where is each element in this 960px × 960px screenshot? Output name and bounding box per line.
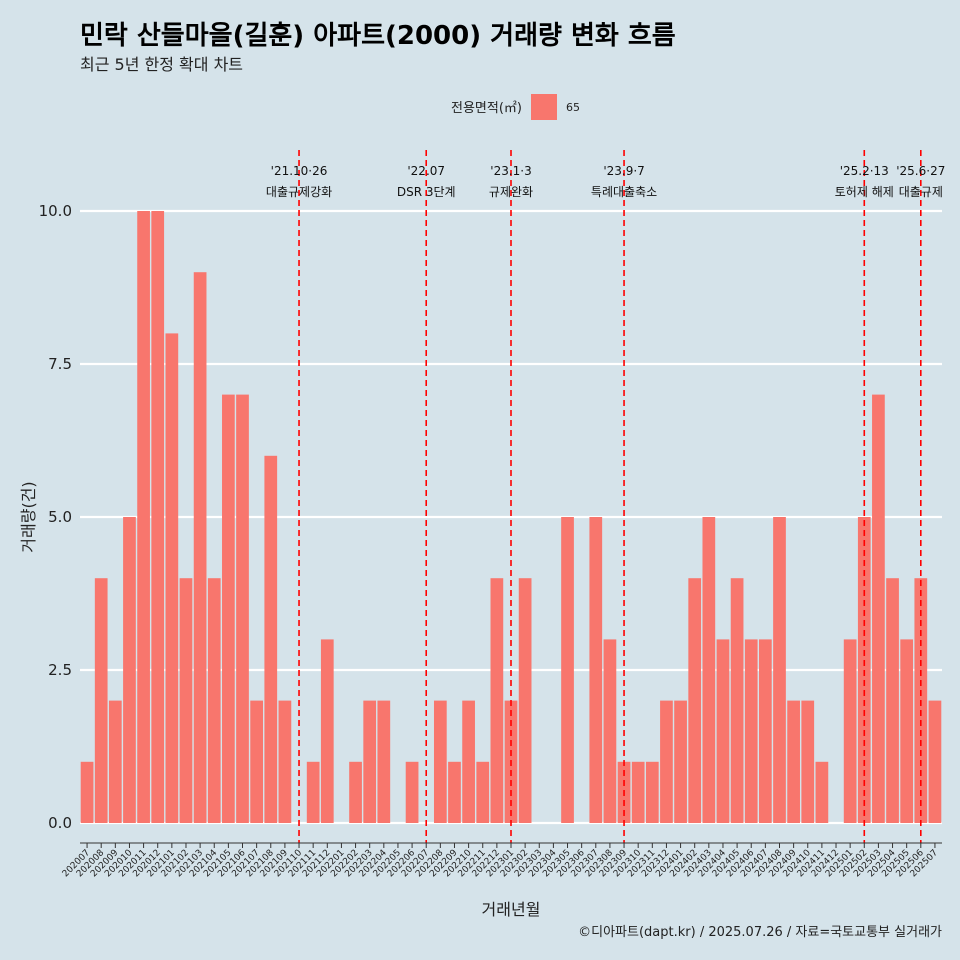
bar-202411 — [815, 761, 829, 823]
bar-202212 — [490, 578, 504, 823]
bar-202505 — [900, 639, 914, 823]
event-date: '23.1·3 — [490, 164, 531, 178]
bar-202408 — [773, 517, 786, 823]
bar-202308 — [603, 639, 617, 823]
bar-202405 — [730, 578, 744, 823]
bar-202210 — [462, 700, 475, 823]
bar-202101 — [165, 333, 179, 823]
bar-202108 — [264, 455, 278, 823]
bar-202109 — [278, 700, 292, 823]
bar-202104 — [207, 578, 221, 823]
y-tick-label: 10.0 — [39, 202, 72, 220]
bar-202202 — [349, 761, 362, 823]
bar-202209 — [448, 761, 461, 823]
chart-subtitle: 최근 5년 한정 확대 차트 — [80, 55, 243, 74]
bar-202409 — [787, 700, 800, 823]
y-tick-label: 5.0 — [48, 508, 72, 526]
bar-202302 — [518, 578, 532, 823]
bar-202106 — [236, 394, 249, 823]
legend-key — [531, 94, 557, 120]
bar-202407 — [759, 639, 772, 823]
bar-202503 — [872, 394, 885, 823]
bar-202111 — [306, 761, 320, 823]
event-label: 대출규제 — [899, 185, 943, 199]
bar-202011 — [137, 211, 150, 823]
bar-202012 — [151, 211, 165, 823]
bar-202009 — [108, 700, 122, 823]
legend: 전용면적(㎡) 65 — [451, 94, 580, 120]
x-axis-title: 거래년월 — [482, 900, 541, 919]
chart-title: 민락 산들마을(길훈) 아파트(2000) 거래량 변화 흐름 — [80, 21, 676, 51]
event-label: DSR 3단계 — [397, 185, 456, 199]
bar-202504 — [886, 578, 899, 823]
y-axis: 0.0 2.5 5.0 7.5 10.0 — [39, 202, 72, 832]
bar-202507 — [928, 700, 942, 823]
bar-202008 — [94, 578, 108, 823]
bar-202105 — [222, 394, 235, 823]
bar-202102 — [179, 578, 193, 823]
y-axis-title: 거래량(건) — [19, 481, 38, 552]
event-label: 규제완화 — [489, 185, 533, 199]
bar-202307 — [589, 517, 603, 823]
y-tick-label: 7.5 — [48, 355, 72, 373]
legend-title: 전용면적(㎡) — [451, 101, 522, 116]
bar-202010 — [123, 517, 136, 823]
event-date: '22.07 — [407, 164, 445, 178]
bar-202406 — [744, 639, 758, 823]
event-label: 토허제 해제 — [835, 185, 894, 199]
y-tick-label: 0.0 — [48, 814, 72, 832]
bar-202305 — [561, 517, 574, 823]
bar-202311 — [645, 761, 659, 823]
bar-202401 — [674, 700, 687, 823]
bar-202107 — [250, 700, 263, 823]
bar-202403 — [702, 517, 716, 823]
bar-202007 — [80, 761, 94, 823]
bar-202203 — [363, 700, 377, 823]
bar-202310 — [631, 761, 645, 823]
event-date: '23.9·7 — [603, 164, 644, 178]
y-tick-label: 2.5 — [48, 661, 72, 679]
bar-202410 — [801, 700, 815, 823]
bar-202103 — [193, 272, 207, 823]
bar-202402 — [688, 578, 702, 823]
legend-label: 65 — [566, 101, 580, 114]
bar-202404 — [716, 639, 730, 823]
x-axis: 2020072020082020092020102020112020122021… — [61, 842, 942, 879]
bar-202501 — [843, 639, 857, 823]
event-date: '25.2·13 — [840, 164, 889, 178]
bar-202204 — [377, 700, 391, 823]
bar-202211 — [476, 761, 490, 823]
caption: ©디아파트(dapt.kr) / 2025.07.26 / 자료=국토교통부 실… — [578, 925, 942, 940]
bar-202312 — [660, 700, 673, 823]
event-label: 특례대출축소 — [591, 185, 657, 199]
event-markers: '21.10·26 대출규제강화 '22.07 DSR 3단계 '23.1·3 규제완화 '… — [266, 150, 945, 843]
event-label: 대출규제강화 — [266, 185, 332, 199]
event-date: '25.6·27 — [896, 164, 945, 178]
bar-202206 — [405, 761, 419, 823]
event-date: '21.10·26 — [271, 164, 328, 178]
bar-202112 — [320, 639, 334, 823]
bar-202208 — [433, 700, 447, 823]
